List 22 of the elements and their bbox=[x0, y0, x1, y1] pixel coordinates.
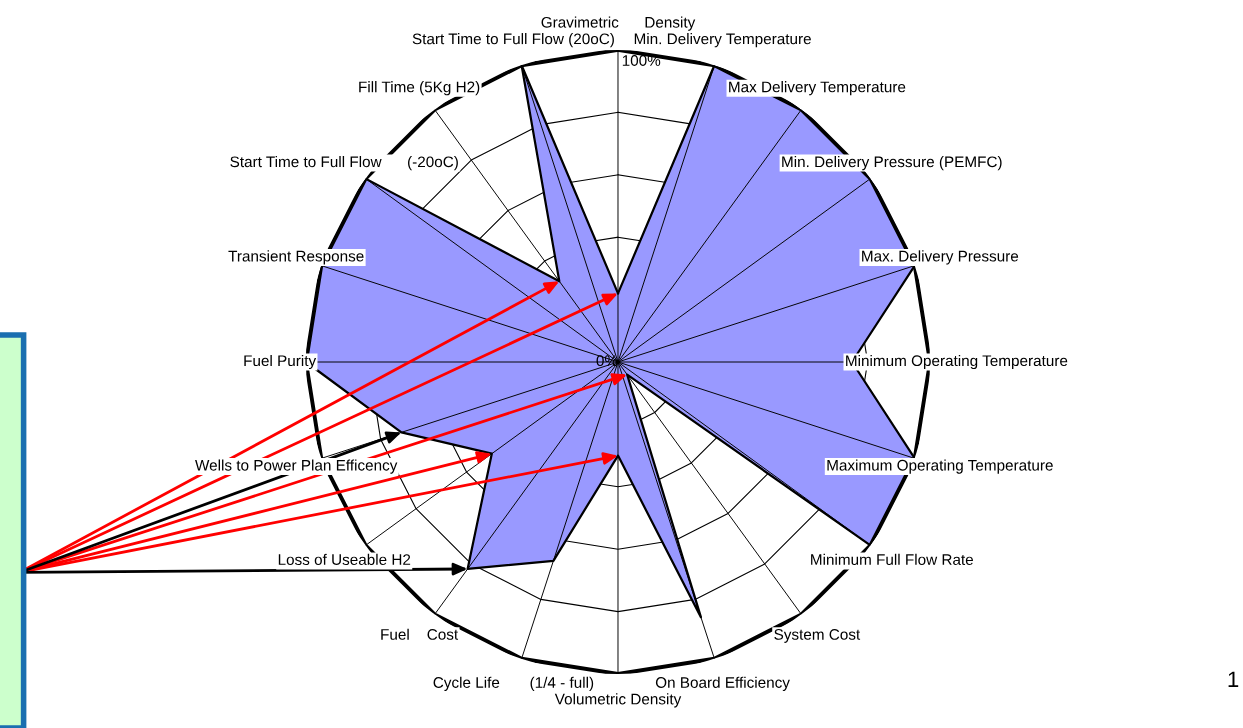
spoke-label: Minimum Full Flow Rate bbox=[811, 553, 974, 565]
spoke-label: Transient Response bbox=[228, 250, 364, 265]
spoke-label: Max Delivery Temperature bbox=[729, 81, 906, 96]
y-tick-label: 0% bbox=[596, 355, 618, 367]
spoke-label: Start Time to Full Flow (-20oC) bbox=[230, 155, 458, 171]
spoke-label: Loss of Useable H2 bbox=[278, 553, 411, 565]
spoke-label: Cycle Life (1/4 - full) bbox=[433, 676, 594, 691]
spoke-label: Gravimetric Density bbox=[541, 16, 696, 31]
spoke-label: System Cost bbox=[774, 629, 861, 643]
spoke-label: On Board Efficiency bbox=[655, 676, 790, 691]
spoke-label: Fuel Purity bbox=[244, 354, 317, 370]
spoke-label: Max. Delivery Pressure bbox=[862, 250, 1019, 265]
spoke-label: Min. Delivery Temperature bbox=[634, 33, 811, 48]
text: 1 bbox=[1228, 671, 1239, 687]
spoke-label: Volumetric Density bbox=[554, 693, 682, 708]
spoke-label: Minimum Operating Temperature bbox=[846, 354, 1068, 370]
spoke-label: Wells to Power Plan Efficency bbox=[195, 459, 398, 474]
spoke-label: Min. Delivery Pressure (PEMFC) bbox=[782, 155, 1002, 171]
spoke-label: Start Time to Full Flow (20oC) bbox=[412, 33, 614, 48]
spoke-label: Maximum Operating Temperature bbox=[827, 459, 1053, 474]
spoke-label: Fuel Cost bbox=[381, 628, 459, 640]
spoke-label: Fill Time (5Kg H2) bbox=[359, 81, 480, 96]
